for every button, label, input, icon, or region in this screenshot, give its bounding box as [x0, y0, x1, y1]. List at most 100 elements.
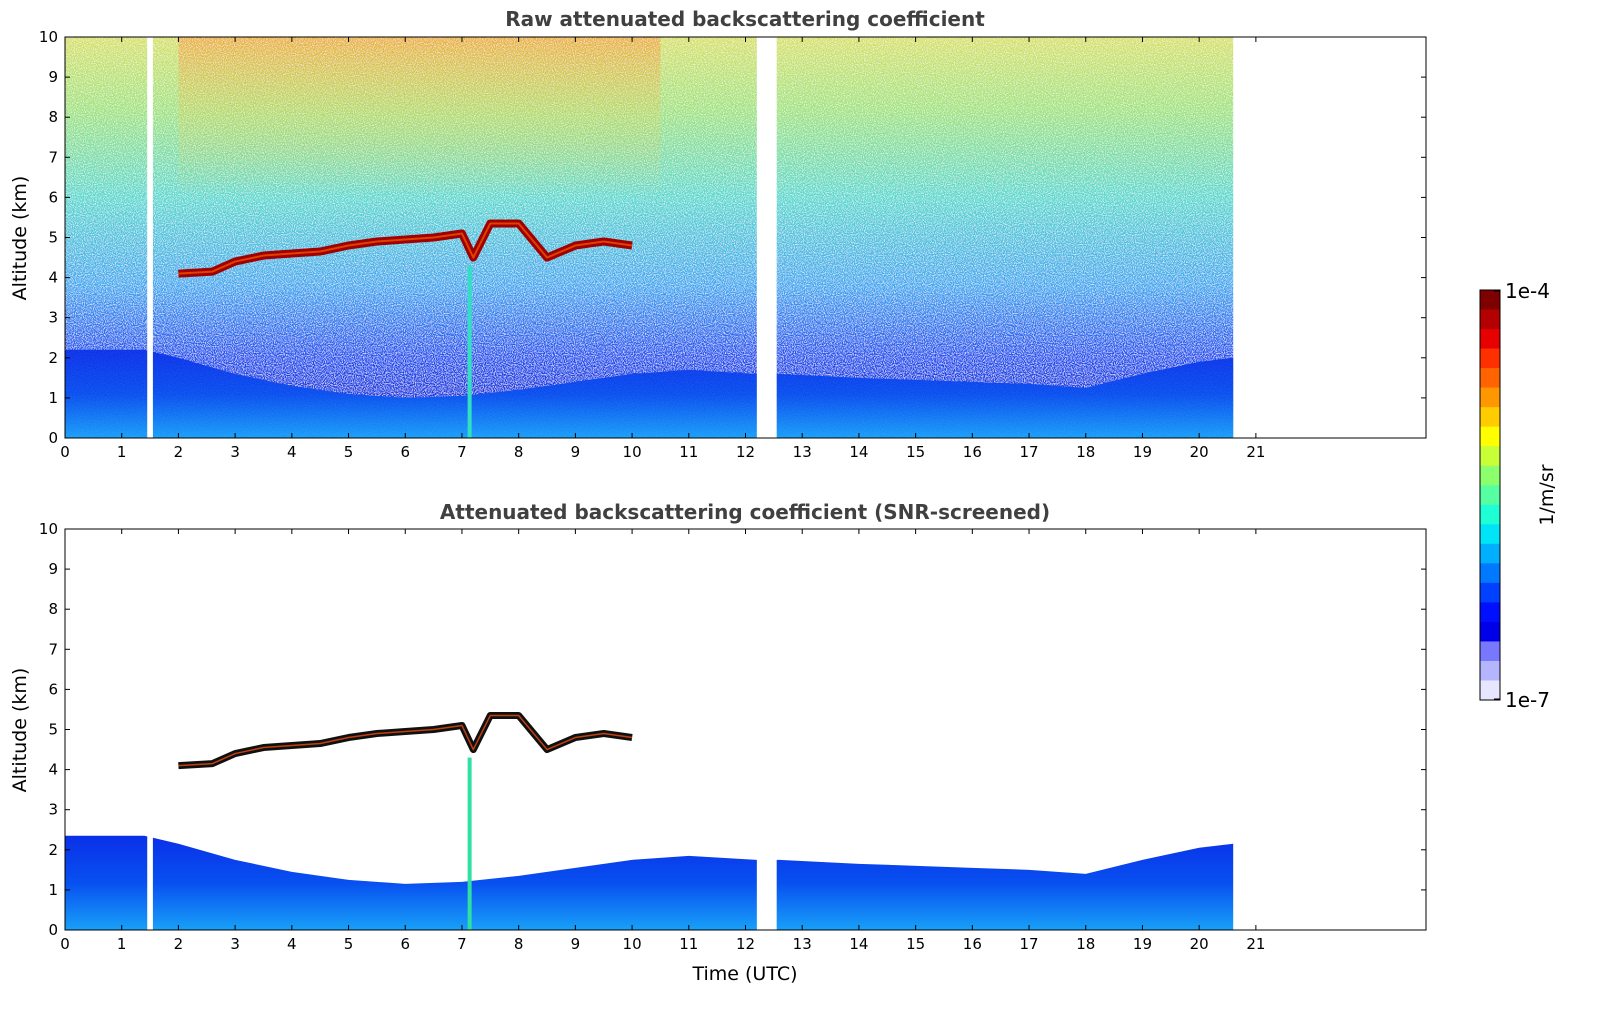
snr-screened-panel: Attenuated backscattering coefficient (S… — [9, 500, 1427, 985]
colorbar-max-label: 1e-4 — [1505, 279, 1550, 303]
y-tick-label: 0 — [48, 429, 58, 447]
x-tick-label: 5 — [344, 443, 354, 461]
boundary-layer — [65, 349, 1234, 438]
x-tick-label: 3 — [230, 935, 240, 953]
x-tick-label: 14 — [849, 443, 868, 461]
colorbar: 1e-4 1e-7 1/m/sr — [1479, 279, 1558, 712]
colorbar-swatch — [1480, 465, 1500, 486]
colorbar-swatch — [1480, 446, 1500, 467]
colorbar-swatch — [1480, 621, 1500, 643]
colorbar-swatch — [1480, 582, 1500, 603]
x-tick-label: 7 — [457, 443, 467, 461]
y-tick-label: 6 — [48, 188, 58, 206]
data-gap — [147, 37, 153, 438]
y-tick-label: 5 — [48, 229, 58, 247]
y-tick-label: 4 — [48, 761, 58, 779]
cloud-layer-edge — [178, 714, 633, 767]
bottom-chart-title: Attenuated backscattering coefficient (S… — [440, 500, 1050, 524]
bottom-x-ticks: 0 1 2 3 4 5 6 7 8 9 10 11 12 13 14 15 16 17 18 19 20 21 — [60, 529, 1265, 953]
x-tick-label: 21 — [1246, 443, 1265, 461]
x-tick-label: 16 — [963, 935, 982, 953]
colorbar-swatch — [1480, 602, 1500, 623]
data-gap — [756, 37, 777, 438]
y-tick-label: 2 — [48, 841, 58, 859]
y-tick-label: 9 — [48, 68, 58, 86]
x-tick-label: 11 — [679, 935, 698, 953]
x-tick-label: 5 — [344, 935, 354, 953]
y-tick-label: 9 — [48, 560, 58, 578]
x-tick-label: 21 — [1246, 935, 1265, 953]
colorbar-min-label: 1e-7 — [1505, 688, 1550, 712]
x-tick-label: 9 — [571, 935, 581, 953]
colorbar-label: 1/m/sr — [1536, 464, 1558, 525]
x-tick-label: 18 — [1076, 443, 1095, 461]
colorbar-swatch — [1480, 329, 1500, 350]
x-tick-label: 13 — [793, 935, 812, 953]
colorbar-swatch — [1480, 290, 1500, 311]
top-chart-title: Raw attenuated backscattering coefficien… — [505, 7, 985, 31]
bottom-y-axis-label: Altitude (km) — [9, 668, 31, 793]
colorbar-swatches — [1480, 290, 1500, 701]
x-tick-label: 8 — [514, 935, 524, 953]
colorbar-swatch — [1480, 504, 1500, 525]
raw-backscatter-panel: Raw attenuated backscattering coefficien… — [9, 7, 1427, 461]
y-tick-label: 2 — [48, 349, 58, 367]
top-x-ticks: 0 1 2 3 4 5 6 7 8 9 10 11 12 13 14 15 16 17 18 19 20 21 — [60, 37, 1265, 461]
x-tick-label: 13 — [793, 443, 812, 461]
x-tick-label: 19 — [1133, 443, 1152, 461]
x-tick-label: 10 — [623, 443, 642, 461]
x-tick-label: 2 — [174, 935, 184, 953]
x-tick-label: 9 — [571, 443, 581, 461]
bottom-y-ticks: 0 1 2 3 4 5 6 7 8 9 10 — [39, 520, 1426, 939]
y-tick-label: 1 — [48, 881, 58, 899]
x-tick-label: 19 — [1133, 935, 1152, 953]
boundary-layer — [65, 835, 1234, 930]
cloud-layer — [178, 711, 633, 770]
x-tick-label: 18 — [1076, 935, 1095, 953]
x-tick-label: 6 — [400, 935, 410, 953]
y-tick-label: 7 — [48, 640, 58, 658]
x-tick-label: 14 — [849, 935, 868, 953]
colorbar-swatch — [1480, 543, 1500, 564]
x-tick-label: 12 — [736, 443, 755, 461]
x-tick-label: 7 — [457, 935, 467, 953]
x-tick-label: 17 — [1019, 443, 1038, 461]
colorbar-swatch — [1480, 348, 1500, 369]
y-tick-label: 4 — [48, 269, 58, 287]
colorbar-swatch — [1480, 387, 1500, 408]
colorbar-swatch — [1480, 680, 1500, 701]
x-tick-label: 8 — [514, 443, 524, 461]
x-tick-label: 17 — [1019, 935, 1038, 953]
y-tick-label: 3 — [48, 309, 58, 327]
colorbar-swatch — [1480, 563, 1500, 584]
colorbar-swatch — [1480, 407, 1500, 428]
raw-heatmap — [65, 37, 1234, 438]
x-tick-label: 15 — [906, 443, 925, 461]
colorbar-swatch — [1480, 309, 1500, 330]
x-tick-label: 12 — [736, 935, 755, 953]
colorbar-frame — [1479, 289, 1501, 701]
x-tick-label: 4 — [287, 443, 297, 461]
x-tick-label: 1 — [117, 935, 127, 953]
x-tick-label: 20 — [1190, 935, 1209, 953]
y-tick-label: 1 — [48, 389, 58, 407]
colorbar-swatch — [1480, 426, 1500, 447]
precipitation-streak — [467, 757, 472, 930]
cloud-layer-core — [178, 222, 633, 275]
top-y-ticks: 0 1 2 3 4 5 6 7 8 9 10 — [39, 28, 1426, 447]
colorbar-swatch — [1480, 660, 1500, 682]
top-y-axis-label: Altitude (km) — [9, 176, 31, 301]
x-tick-label: 6 — [400, 443, 410, 461]
colorbar-swatch — [1480, 641, 1500, 662]
colorbar-swatch — [1480, 368, 1500, 389]
x-axis-label: Time (UTC) — [691, 963, 797, 985]
y-tick-label: 8 — [48, 600, 58, 618]
x-tick-label: 10 — [623, 935, 642, 953]
y-tick-label: 8 — [48, 108, 58, 126]
y-tick-label: 0 — [48, 921, 58, 939]
data-gap — [147, 529, 153, 930]
x-tick-label: 15 — [906, 935, 925, 953]
data-gap — [756, 529, 777, 930]
raw-warm-region — [178, 37, 661, 197]
